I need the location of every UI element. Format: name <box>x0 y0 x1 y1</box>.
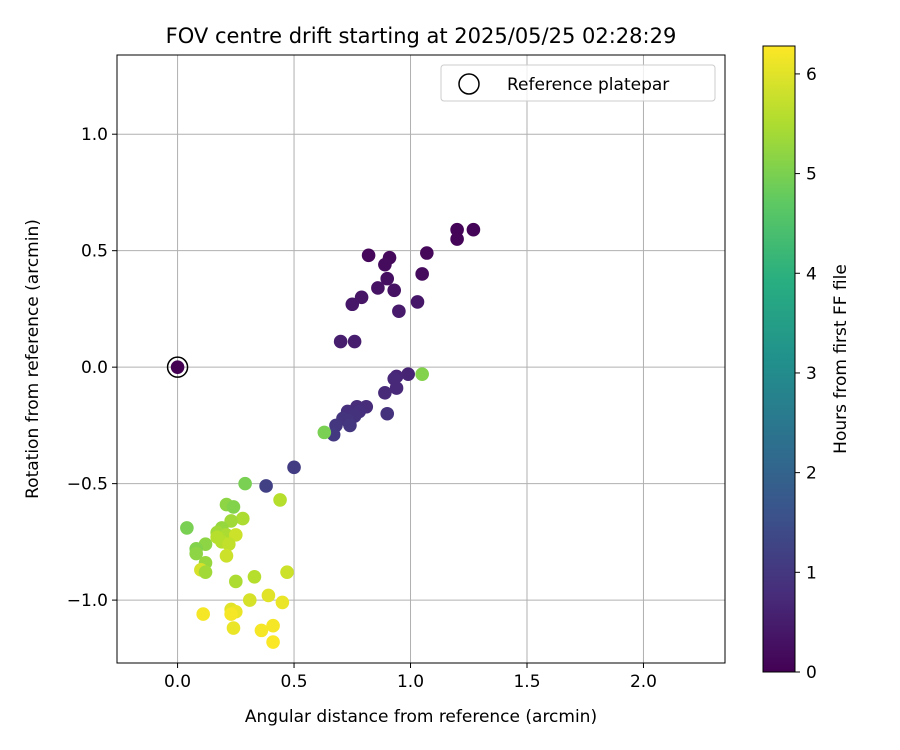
data-point <box>189 546 204 561</box>
x-tick-label: 1.5 <box>513 672 540 692</box>
data-point <box>343 418 357 433</box>
data-point <box>378 257 392 272</box>
colorbar-tick-label: 3 <box>806 364 817 384</box>
colorbar: 0 1 2 3 4 5 6 Hours from first FF file <box>762 45 851 683</box>
x-tick-label: 1.0 <box>397 672 424 692</box>
scatter-points <box>180 222 481 649</box>
data-point <box>254 623 269 638</box>
x-tick-label: 2.0 <box>630 672 657 692</box>
data-point <box>229 528 243 542</box>
data-point <box>259 479 273 493</box>
data-point <box>387 283 402 298</box>
legend-label: Reference platepar <box>507 75 669 95</box>
data-point <box>219 549 234 563</box>
data-point <box>389 381 404 395</box>
data-point <box>275 595 290 610</box>
data-point <box>224 514 238 528</box>
reference-marker <box>166 356 189 378</box>
colorbar-tick-label: 6 <box>806 65 817 85</box>
y-tick-label: −0.5 <box>67 475 108 495</box>
data-point <box>238 476 252 491</box>
reference-point <box>170 360 185 374</box>
data-point <box>273 493 287 507</box>
data-point <box>235 511 250 526</box>
x-axis-ticks: 0.0 0.5 1.0 1.5 2.0 <box>164 663 657 692</box>
colorbar-gradient <box>762 45 796 673</box>
data-point <box>317 425 332 440</box>
data-point <box>261 588 276 603</box>
data-point <box>266 618 280 633</box>
data-point <box>371 281 385 295</box>
data-point <box>378 385 392 400</box>
data-point <box>450 222 464 237</box>
data-point <box>401 367 415 381</box>
y-axis-ticks: −1.0 −0.5 0.0 0.5 1.0 <box>67 125 117 611</box>
data-point <box>224 607 238 621</box>
y-axis-label: Rotation from reference (arcmin) <box>23 219 43 499</box>
x-axis-label: Angular distance from reference (arcmin) <box>245 707 597 727</box>
colorbar-tick-label: 0 <box>806 663 817 683</box>
data-point <box>347 334 362 349</box>
y-tick-label: 0.5 <box>81 242 108 262</box>
data-point <box>280 565 294 579</box>
data-point <box>415 267 429 281</box>
data-point <box>229 574 243 589</box>
data-point <box>266 635 280 649</box>
x-tick-label: 0.0 <box>164 672 191 692</box>
plot-frame <box>116 54 726 664</box>
data-point <box>287 460 301 475</box>
legend: Reference platepar <box>440 64 716 102</box>
data-point <box>415 367 429 381</box>
data-point <box>247 570 262 584</box>
colorbar-tick-label: 1 <box>806 563 817 583</box>
colorbar-tick-label: 5 <box>806 165 817 185</box>
data-point <box>392 304 406 319</box>
y-tick-label: 1.0 <box>81 125 108 145</box>
colorbar-ticks: 0 1 2 3 4 5 6 <box>795 65 817 683</box>
chart-title: FOV centre drift starting at 2025/05/25 … <box>166 24 677 48</box>
data-point <box>333 334 348 349</box>
x-tick-label: 0.5 <box>281 672 308 692</box>
data-point <box>226 500 241 514</box>
data-point <box>222 537 236 551</box>
data-point <box>345 297 360 312</box>
legend-reference-marker <box>458 73 480 95</box>
colorbar-label: Hours from first FF file <box>831 264 851 454</box>
data-point <box>198 565 213 579</box>
data-point <box>180 521 194 535</box>
data-point <box>420 246 434 260</box>
data-point <box>242 593 257 607</box>
data-point <box>354 290 369 305</box>
legend-box <box>440 64 716 102</box>
data-point <box>361 248 376 263</box>
data-point <box>466 222 481 237</box>
data-point <box>380 406 395 421</box>
colorbar-tick-label: 4 <box>806 264 817 284</box>
data-point <box>196 607 210 621</box>
data-point <box>410 295 425 309</box>
data-point <box>380 271 395 286</box>
reference-ring <box>166 356 189 378</box>
data-point <box>226 621 241 635</box>
y-tick-label: −1.0 <box>67 591 108 611</box>
y-tick-label: 0.0 <box>81 358 108 378</box>
data-point <box>450 232 464 246</box>
colorbar-tick-label: 2 <box>806 464 817 484</box>
